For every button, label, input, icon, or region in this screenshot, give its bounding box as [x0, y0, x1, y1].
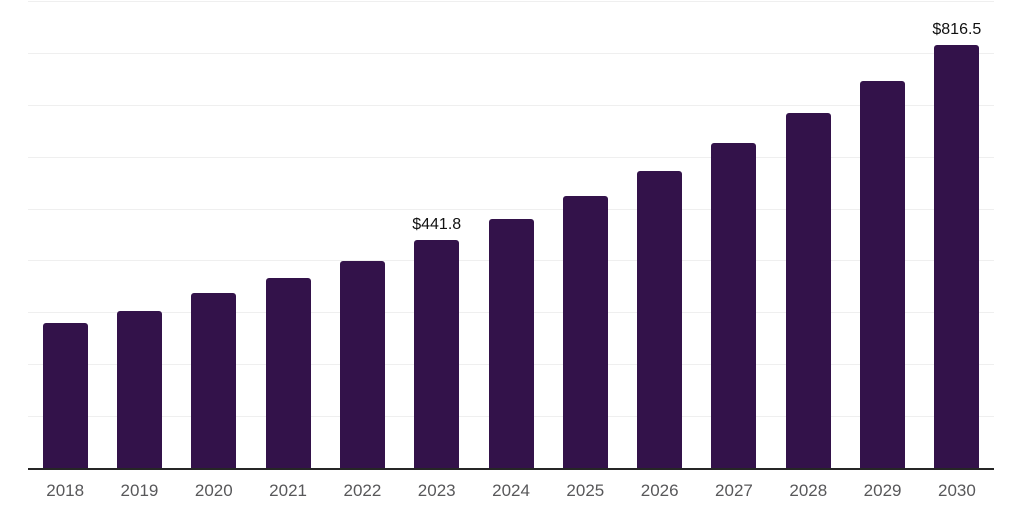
- bar-2026: [637, 170, 683, 469]
- bar-2023: [414, 239, 460, 469]
- x-tick-2022: 2022: [343, 481, 382, 500]
- x-tick-2021: 2021: [269, 481, 307, 500]
- gridline-900: [28, 1, 994, 2]
- x-axis-line: [28, 468, 994, 470]
- x-tick-2018: 2018: [46, 481, 85, 500]
- bar-2019: [116, 311, 162, 469]
- plot-area: $441.8 $816.5: [28, 1, 994, 469]
- x-tick-2027: 2027: [715, 481, 753, 500]
- x-tick-2025: 2025: [566, 481, 605, 500]
- bar-2022: [339, 261, 385, 469]
- x-tick-2026: 2026: [640, 481, 679, 500]
- bar-2030: [934, 45, 980, 469]
- x-axis-labels: 2018 2019 2020 2021 2022 2023 2024 2025 2026 2027…: [28, 481, 994, 501]
- x-tick-2030: 2030: [937, 481, 976, 500]
- bar-2029: [860, 80, 906, 469]
- x-tick-2020: 2020: [194, 481, 233, 500]
- x-tick-2029: 2029: [863, 481, 902, 500]
- data-label-2023: $441.8: [412, 215, 462, 233]
- gridline-800: [28, 52, 994, 54]
- gridline-500: [28, 208, 994, 210]
- x-tick-2023: 2023: [417, 481, 456, 500]
- x-tick-2019: 2019: [120, 481, 159, 500]
- x-tick-2028: 2028: [789, 481, 828, 500]
- data-label-2030: $816.5: [932, 21, 982, 39]
- bar-2024: [488, 218, 534, 469]
- bar-2027: [711, 143, 757, 469]
- gridline-600: [28, 156, 994, 158]
- bar-2025: [562, 195, 608, 469]
- bar-2021: [265, 278, 311, 469]
- bar-2018: [42, 322, 88, 469]
- x-tick-2024: 2024: [492, 481, 530, 500]
- gridline-700: [28, 104, 994, 106]
- bar-2028: [785, 113, 831, 469]
- bar-2020: [191, 293, 237, 469]
